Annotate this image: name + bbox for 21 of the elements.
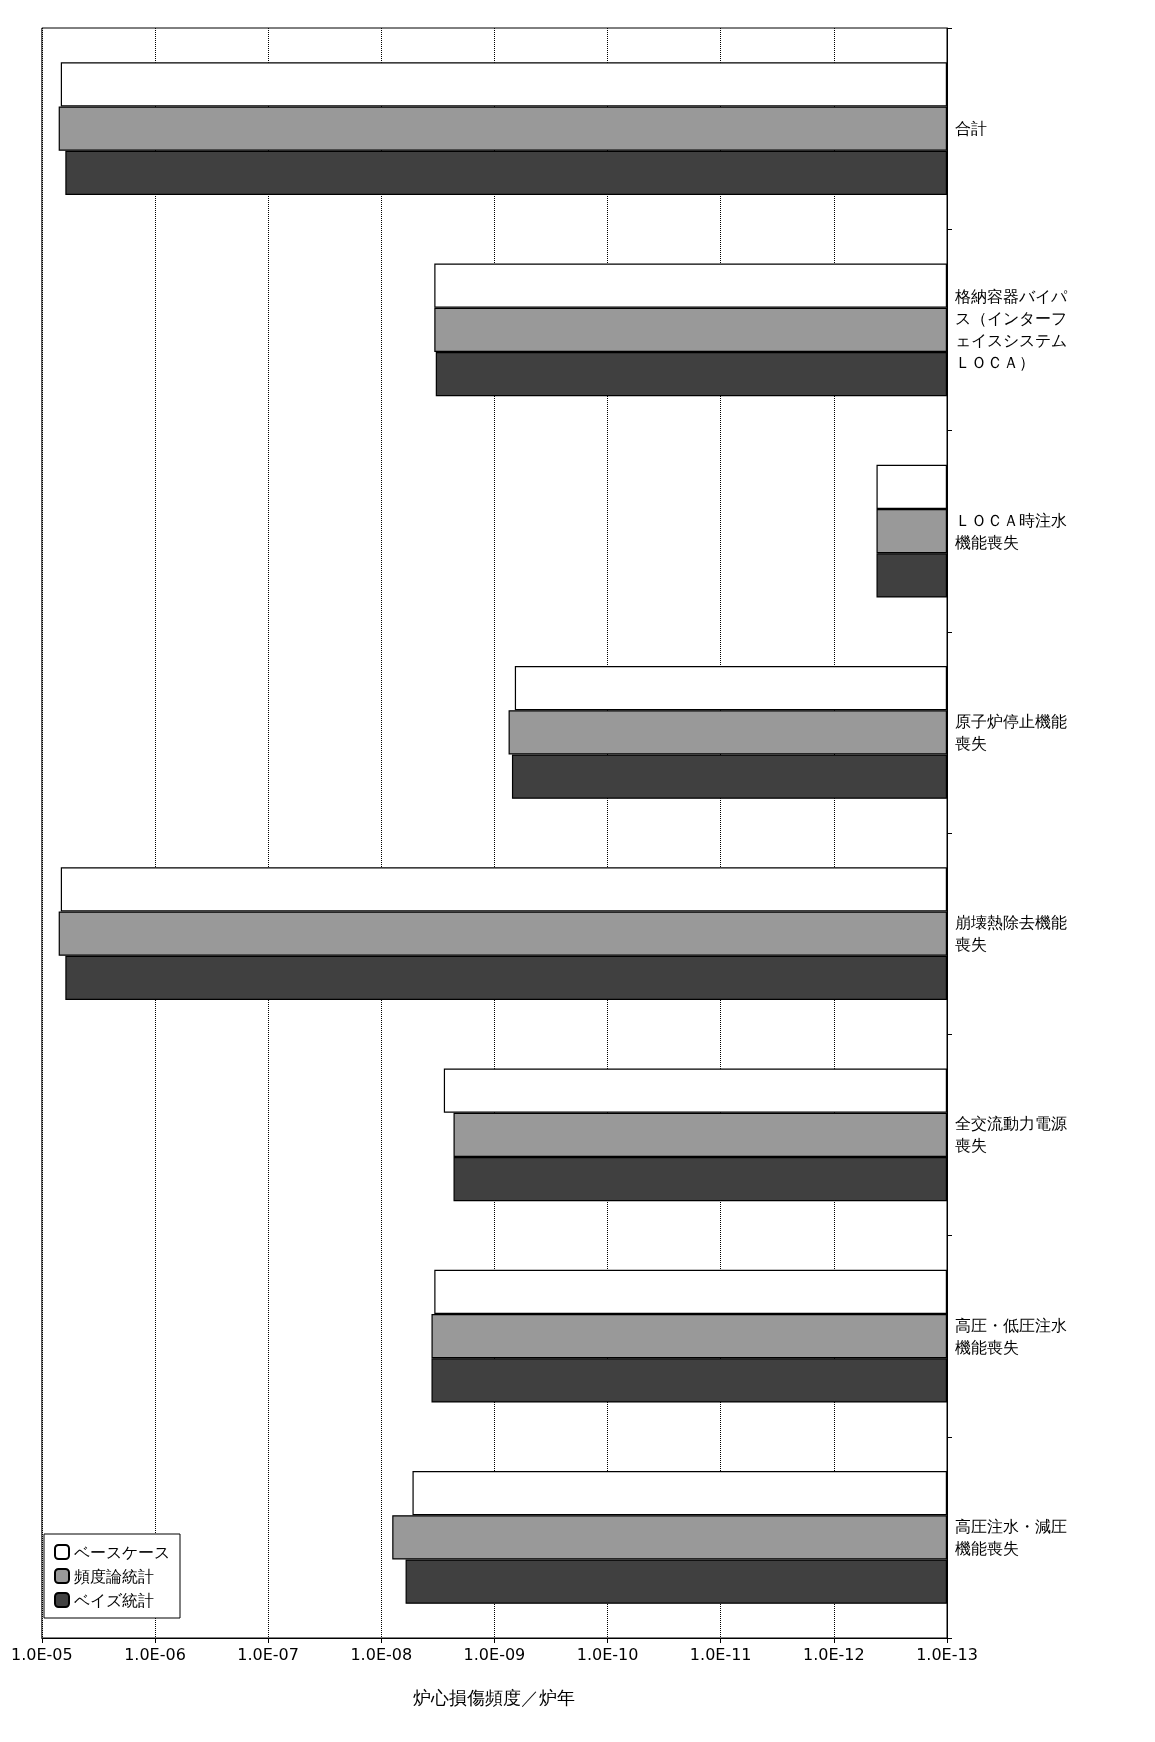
y-tick-label: 崩壊熱除去機能喪失 (955, 913, 1067, 955)
y-tick-label: 合計 (955, 119, 987, 139)
x-tick-label: 1.0E-07 (237, 1644, 299, 1664)
x-tick-label: 1.0E-11 (689, 1644, 752, 1664)
x-tick-label: 1.0E-06 (124, 1644, 186, 1664)
y-tick-label: 格納容器バイパス（インターフェイスシステムＬＯＣＡ） (954, 287, 1068, 373)
y-tick-label: ＬＯＣＡ時注水機能喪失 (955, 510, 1067, 552)
x-tick-label: 1.0E-09 (463, 1644, 526, 1664)
legend-label: 頻度論統計 (74, 1566, 154, 1586)
y-tick-label: 高圧・低圧注水機能喪失 (955, 1315, 1067, 1357)
x-tick-label: 1.0E-13 (916, 1644, 978, 1664)
x-axis-title: 炉心損傷頻度／炉年 (413, 1686, 576, 1708)
y-tick-label: 高圧注水・減圧機能喪失 (955, 1516, 1067, 1558)
legend-label: ベイズ統計 (74, 1590, 154, 1610)
legend-label: ベースケース (74, 1542, 170, 1562)
x-tick-label: 1.0E-12 (803, 1644, 865, 1664)
y-tick-label: 原子炉停止機能喪失 (955, 711, 1067, 753)
y-tick-label: 全交流動力電源喪失 (955, 1114, 1067, 1156)
x-tick-label: 1.0E-10 (576, 1644, 639, 1664)
x-tick-label: 1.0E-05 (11, 1644, 73, 1664)
x-tick-label: 1.0E-08 (350, 1644, 413, 1664)
